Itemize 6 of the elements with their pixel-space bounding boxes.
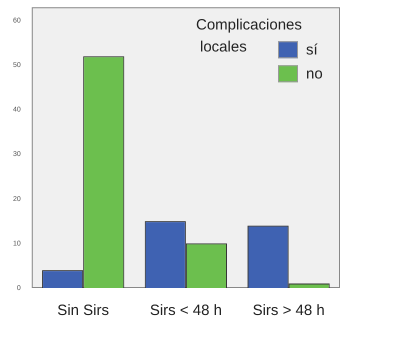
legend-title: Complicaciones locales [196, 16, 302, 56]
legend-label: no [306, 65, 323, 82]
x-tick-label: Sin Sirs [57, 302, 109, 320]
x-tick-label: Sirs < 48 h [150, 302, 222, 320]
x-tick-label: Sirs > 48 h [252, 302, 325, 320]
legend-label: sí [306, 41, 318, 58]
